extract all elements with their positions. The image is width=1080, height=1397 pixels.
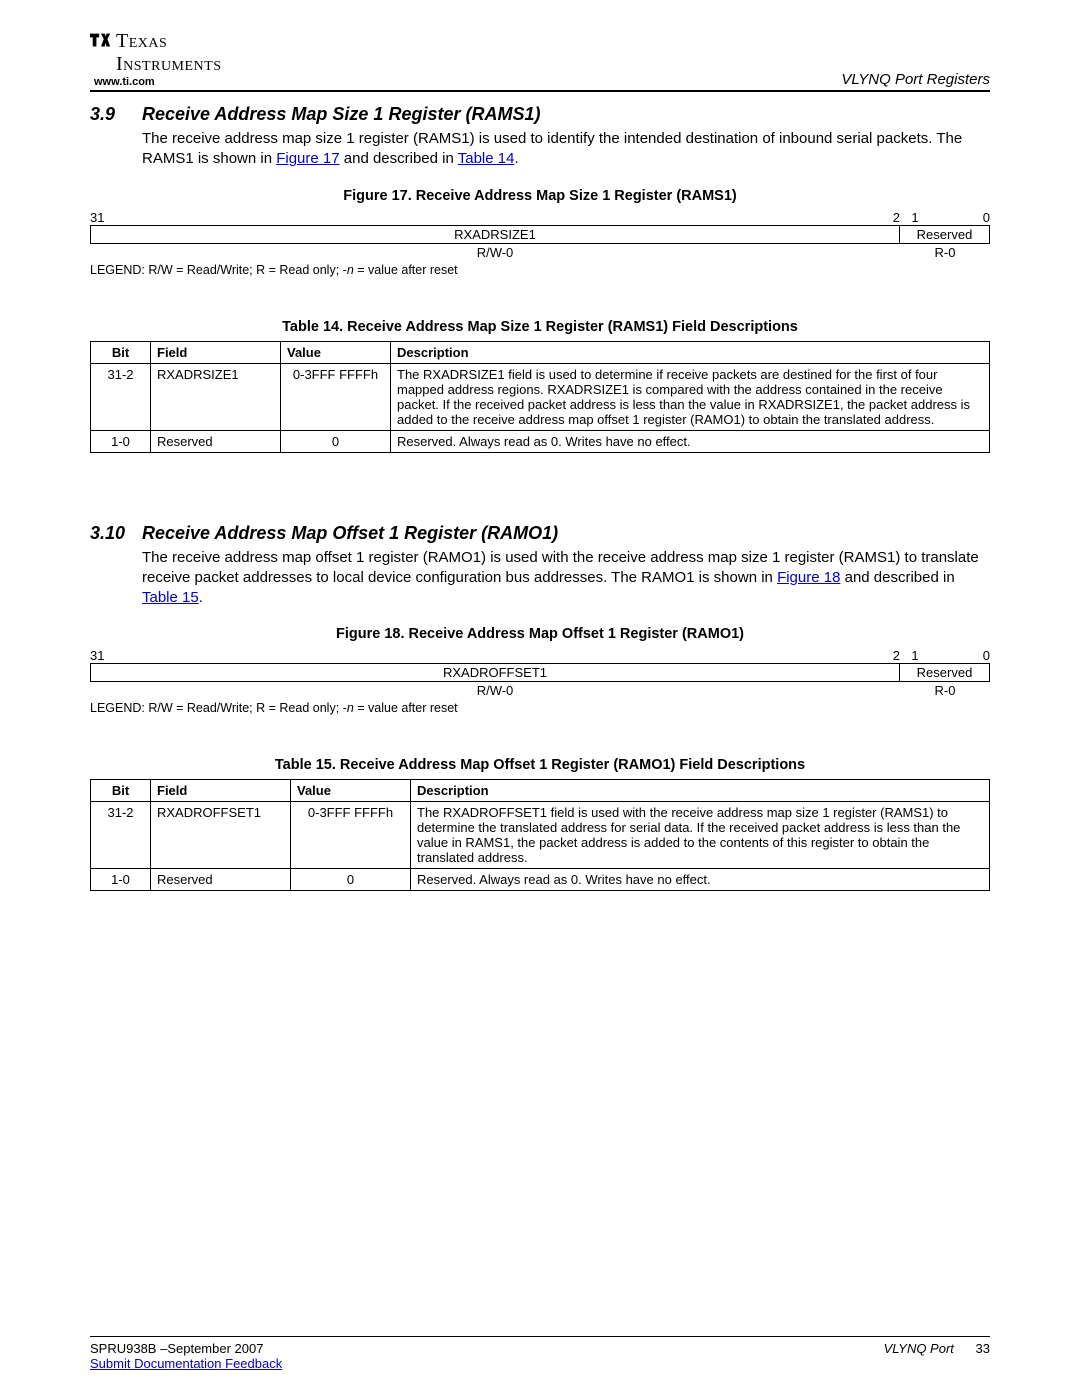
figure-18-bit-numbers: 31 2 1 0: [90, 648, 990, 663]
section-heading-3-9: 3.9 Receive Address Map Size 1 Register …: [90, 104, 990, 125]
table-header-row: Bit Field Value Description: [91, 780, 990, 802]
header-section-title: VLYNQ Port Registers: [841, 71, 990, 88]
table-row: 31-2 RXADRSIZE1 0-3FFF FFFFh The RXADRSI…: [91, 363, 990, 430]
section-title: Receive Address Map Size 1 Register (RAM…: [142, 104, 540, 125]
page-footer: SPRU938B –September 2007 Submit Document…: [90, 1336, 990, 1371]
ti-logo-icon: [90, 30, 112, 58]
figure-17-access-row: R/W-0 R-0: [90, 244, 990, 261]
section-number: 3.10: [90, 523, 142, 544]
figure-17-register-row: RXADRSIZE1 Reserved: [90, 225, 990, 244]
footer-title: VLYNQ Port: [884, 1341, 954, 1356]
col-value: Value: [291, 780, 411, 802]
page-header: Texas Instruments www.ti.com VLYNQ Port …: [90, 30, 990, 92]
col-bit: Bit: [91, 780, 151, 802]
ti-url: www.ti.com: [94, 76, 222, 88]
table-15-title: Table 15. Receive Address Map Offset 1 R…: [90, 757, 990, 773]
col-description: Description: [411, 780, 990, 802]
doc-id: SPRU938B –September 2007: [90, 1341, 263, 1356]
figure-18-title: Figure 18. Receive Address Map Offset 1 …: [90, 626, 990, 642]
section-heading-3-10: 3.10 Receive Address Map Offset 1 Regist…: [90, 523, 990, 544]
col-description: Description: [391, 341, 990, 363]
figure-17-bit-numbers: 31 2 1 0: [90, 210, 990, 225]
figure-17-link[interactable]: Figure 17: [276, 150, 339, 167]
table-14: Bit Field Value Description 31-2 RXADRSI…: [90, 341, 990, 453]
ti-logo-text: Texas Instruments: [116, 30, 222, 76]
table-15: Bit Field Value Description 31-2 RXADROF…: [90, 779, 990, 891]
col-bit: Bit: [91, 341, 151, 363]
figure-17-legend: LEGEND: R/W = Read/Write; R = Read only;…: [90, 263, 990, 277]
table-row: 1-0 Reserved 0 Reserved. Always read as …: [91, 430, 990, 452]
col-field: Field: [151, 341, 281, 363]
table-row: 31-2 RXADROFFSET1 0-3FFF FFFFh The RXADR…: [91, 802, 990, 869]
submit-feedback-link[interactable]: Submit Documentation Feedback: [90, 1356, 282, 1371]
figure-18-register-row: RXADROFFSET1 Reserved: [90, 663, 990, 682]
section-title: Receive Address Map Offset 1 Register (R…: [142, 523, 558, 544]
rxadrsize1-field: RXADRSIZE1: [90, 225, 900, 244]
table-14-link[interactable]: Table 14: [458, 150, 515, 167]
figure-18-legend: LEGEND: R/W = Read/Write; R = Read only;…: [90, 701, 990, 715]
col-value: Value: [281, 341, 391, 363]
figure-17-title: Figure 17. Receive Address Map Size 1 Re…: [90, 188, 990, 204]
page-number: 33: [976, 1341, 990, 1356]
figure-18-access-row: R/W-0 R-0: [90, 682, 990, 699]
figure-18-link[interactable]: Figure 18: [777, 569, 840, 586]
section-3-10-paragraph: The receive address map offset 1 registe…: [142, 548, 990, 609]
table-14-title: Table 14. Receive Address Map Size 1 Reg…: [90, 319, 990, 335]
table-header-row: Bit Field Value Description: [91, 341, 990, 363]
table-row: 1-0 Reserved 0 Reserved. Always read as …: [91, 869, 990, 891]
rxadroffset1-field: RXADROFFSET1: [90, 663, 900, 682]
reserved-field: Reserved: [900, 225, 990, 244]
col-field: Field: [151, 780, 291, 802]
table-15-link[interactable]: Table 15: [142, 589, 199, 606]
ti-logo-block: Texas Instruments www.ti.com: [90, 30, 222, 88]
section-number: 3.9: [90, 104, 142, 125]
section-3-9-paragraph: The receive address map size 1 register …: [142, 129, 990, 170]
reserved-field: Reserved: [900, 663, 990, 682]
